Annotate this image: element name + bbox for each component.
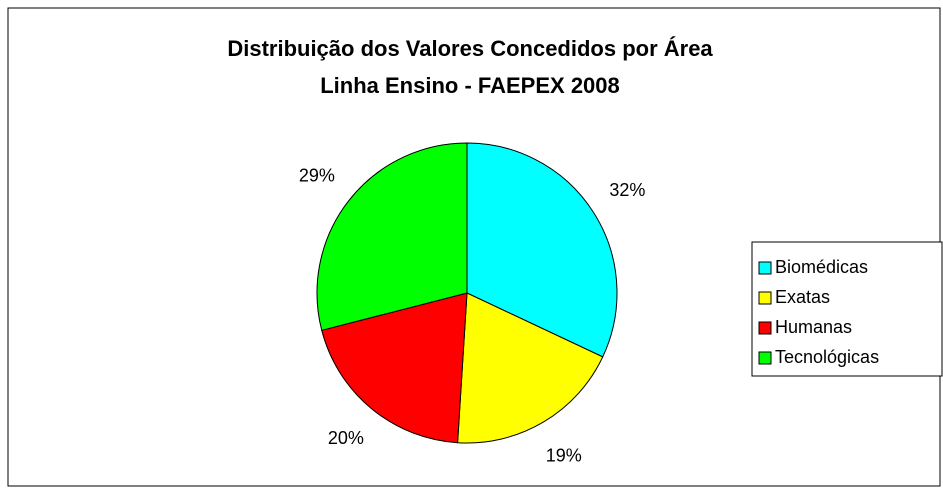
legend-swatch: [758, 261, 772, 275]
data-label: 29%: [299, 165, 335, 185]
legend-box: [751, 241, 943, 377]
legend-label: Humanas: [775, 317, 852, 337]
chart-title: Distribuição dos Valores Concedidos por …: [227, 36, 713, 61]
legend-swatch: [758, 291, 772, 305]
legend-label: Biomédicas: [775, 257, 868, 277]
pie-slice: [316, 142, 468, 331]
data-label: 20%: [328, 428, 364, 448]
legend-label: Tecnológicas: [775, 347, 879, 367]
legend-label: Exatas: [775, 287, 830, 307]
pie-slice: [457, 292, 604, 444]
legend-swatch: [758, 351, 772, 365]
pie-slice: [466, 142, 618, 358]
data-label: 32%: [609, 180, 645, 200]
data-label: 19%: [546, 445, 582, 465]
legend-swatch: [758, 321, 772, 335]
pie-slice: [321, 292, 468, 444]
chart-subtitle: Linha Ensino - FAEPEX 2008: [320, 73, 620, 98]
